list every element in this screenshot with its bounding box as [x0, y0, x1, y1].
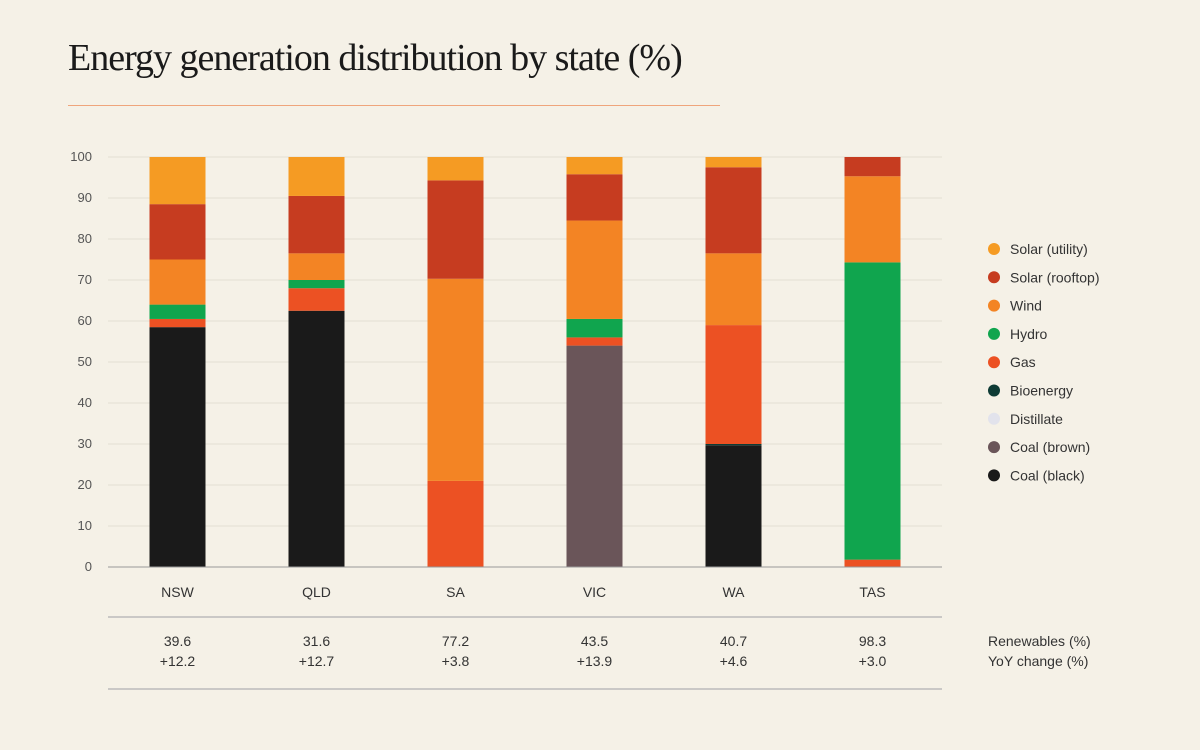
- renewables-value: 77.2: [442, 633, 469, 649]
- bar-segment: [705, 253, 762, 326]
- y-axis-ticks: 0 10 20 30 40 50 60 70 80 90 100: [70, 149, 92, 574]
- y-tick-label: 0: [85, 559, 92, 574]
- legend-label: Gas: [1010, 354, 1036, 370]
- x-axis-categories: NSW QLD SA VIC WA TAS: [161, 584, 885, 600]
- legend-label: Coal (black): [1010, 467, 1085, 483]
- bar-segment: [705, 445, 762, 567]
- legend-swatch: [988, 327, 1000, 340]
- legend: Solar (utility) Solar (rooftop) Wind Hydro G…: [988, 241, 1099, 483]
- legend-swatch: [988, 356, 1000, 369]
- legend-swatch: [988, 271, 1000, 284]
- legend-label: Hydro: [1010, 326, 1048, 342]
- bar-segment: [844, 176, 901, 263]
- chart-title: Energy generation distribution by state …: [68, 37, 683, 79]
- title-divider: [68, 105, 720, 106]
- bar-segment: [566, 157, 623, 175]
- renewables-value: 31.6: [303, 633, 330, 649]
- yoy-change-value: +3.8: [442, 653, 470, 669]
- y-tick-label: 50: [78, 354, 92, 369]
- x-tick-label: WA: [722, 584, 745, 600]
- legend-label: Coal (brown): [1010, 439, 1090, 455]
- bar-segment: [844, 262, 901, 560]
- x-tick-label: VIC: [583, 584, 606, 600]
- bar-segment: [566, 318, 623, 338]
- x-tick-label: SA: [446, 584, 465, 600]
- y-tick-label: 10: [78, 518, 92, 533]
- x-tick-label: NSW: [161, 584, 194, 600]
- x-tick-label: TAS: [859, 584, 885, 600]
- legend-swatch: [988, 299, 1000, 312]
- x-tick-label: QLD: [302, 584, 331, 600]
- legend-label: Solar (utility): [1010, 241, 1088, 257]
- bar-segment: [427, 180, 484, 279]
- stats-row-label-yoy: YoY change (%): [988, 653, 1088, 669]
- y-tick-label: 80: [78, 231, 92, 246]
- yoy-change-value: +12.7: [299, 653, 335, 669]
- bar-segment: [288, 157, 345, 196]
- bar-segment: [705, 325, 762, 444]
- y-tick-label: 90: [78, 190, 92, 205]
- grid-lines: [108, 156, 942, 527]
- legend-label: Wind: [1010, 298, 1042, 314]
- legend-swatch: [988, 384, 1000, 397]
- bar-segment: [566, 174, 623, 221]
- bars: [149, 157, 901, 567]
- legend-label: Bioenergy: [1010, 383, 1073, 399]
- y-tick-label: 40: [78, 395, 92, 410]
- yoy-change-value: +4.6: [720, 653, 748, 669]
- stats-table: 39.6 +12.2 31.6 +12.7 77.2 +3.8 43.5 +13.9 40.7 +…: [160, 633, 887, 669]
- bar-segment: [149, 304, 206, 319]
- bar-segment: [149, 157, 206, 205]
- renewables-value: 98.3: [859, 633, 886, 649]
- y-tick-label: 30: [78, 436, 92, 451]
- bar-segment: [149, 327, 206, 567]
- bar-segment: [288, 310, 345, 567]
- bar-segment: [149, 204, 206, 260]
- bar-segment: [566, 345, 623, 567]
- bar-segment: [427, 278, 484, 481]
- renewables-value: 39.6: [164, 633, 191, 649]
- legend-label: Solar (rooftop): [1010, 269, 1099, 285]
- legend-label: Distillate: [1010, 411, 1063, 427]
- bar-segment: [427, 157, 484, 181]
- bar-segment: [288, 195, 345, 254]
- bar-segment: [288, 288, 345, 311]
- legend-swatch: [988, 412, 1000, 425]
- bar-segment: [288, 280, 345, 289]
- renewables-value: 43.5: [581, 633, 608, 649]
- bar-segment: [705, 167, 762, 254]
- y-tick-label: 100: [70, 149, 92, 164]
- bar-segment: [149, 318, 206, 328]
- bar-segment: [844, 559, 901, 567]
- yoy-change-value: +3.0: [859, 653, 887, 669]
- stats-row-label-renewables: Renewables (%): [988, 633, 1091, 649]
- bar-segment: [705, 444, 762, 446]
- bar-segment: [705, 157, 762, 168]
- bar-segment: [566, 337, 623, 346]
- bar-segment: [566, 220, 623, 319]
- bar-segment: [288, 253, 345, 280]
- yoy-change-value: +12.2: [160, 653, 196, 669]
- y-tick-label: 70: [78, 272, 92, 287]
- renewables-value: 40.7: [720, 633, 747, 649]
- yoy-change-value: +13.9: [577, 653, 613, 669]
- bar-segment: [149, 259, 206, 305]
- legend-swatch: [988, 441, 1000, 454]
- bar-segment: [844, 157, 901, 177]
- bar-segment: [427, 480, 484, 567]
- legend-swatch: [988, 243, 1000, 255]
- legend-swatch: [988, 469, 1000, 482]
- y-tick-label: 60: [78, 313, 92, 328]
- y-tick-label: 20: [78, 477, 92, 492]
